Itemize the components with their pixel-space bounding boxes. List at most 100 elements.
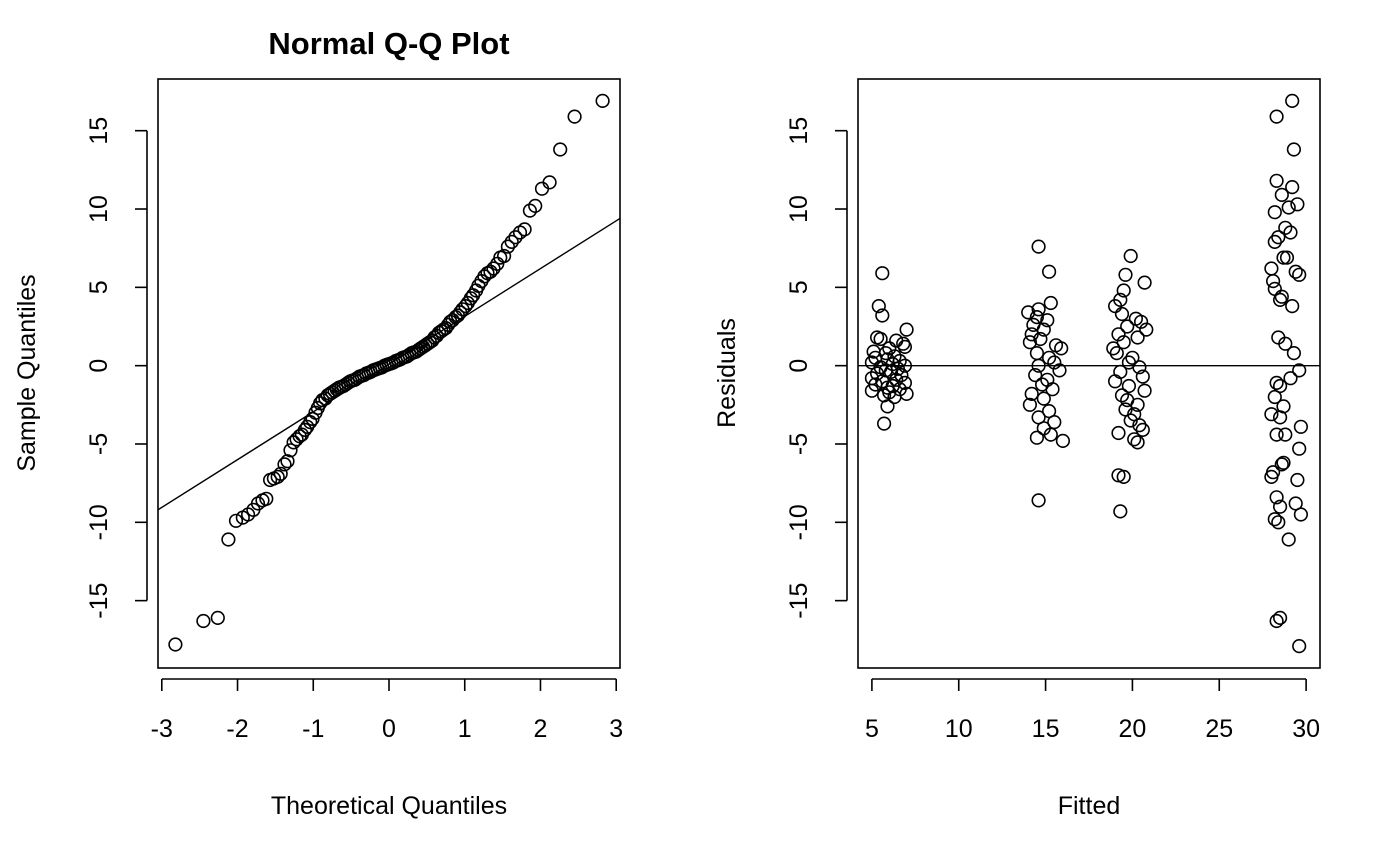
residuals-point	[1292, 638, 1307, 654]
qq-point	[277, 457, 292, 472]
residuals-point	[1269, 427, 1284, 442]
residuals-point	[1274, 457, 1289, 472]
residuals-y-tick-label: -15	[785, 583, 813, 619]
residuals-point	[1125, 350, 1140, 365]
qq-point	[270, 469, 285, 485]
residuals-point	[1293, 419, 1308, 434]
qq-x-tick-label: -1	[302, 715, 324, 743]
residuals-y-tick-label: 10	[785, 195, 813, 223]
residuals-point	[1271, 515, 1286, 530]
residuals-point	[1121, 378, 1136, 394]
qq-x-tick-label: -3	[151, 715, 173, 743]
residuals-point	[875, 266, 890, 281]
qq-point	[196, 613, 211, 629]
residuals-point	[1286, 346, 1301, 361]
residuals-point	[1274, 187, 1289, 202]
residuals-point	[1271, 230, 1286, 245]
residuals-point	[1022, 335, 1038, 350]
qq-x-tick-label: 3	[609, 715, 623, 743]
residuals-plot-panel: 5 10 15 20 25 30 -15 -10 -5 0 5 10 15 Fitted Residu…	[713, 78, 1321, 820]
residuals-point	[1120, 319, 1135, 334]
residuals-point	[1265, 274, 1281, 289]
qq-y-tick-label: 0	[85, 359, 113, 373]
residuals-point	[899, 322, 914, 337]
residuals-point	[1267, 512, 1282, 527]
residuals-y-tick-label: 0	[785, 359, 813, 373]
residuals-points	[864, 93, 1308, 654]
residuals-point	[1130, 397, 1145, 412]
qq-x-tick-label: 1	[458, 715, 472, 743]
residuals-point	[1031, 239, 1046, 254]
residuals-point	[1286, 142, 1301, 157]
residuals-x-tick-label: 15	[1032, 715, 1060, 743]
residuals-x-tick-label: 10	[945, 715, 973, 743]
residuals-point	[1111, 327, 1126, 342]
residuals-point	[1281, 200, 1296, 215]
qq-x-axis: -3 -2 -1 0 1 2 3	[151, 678, 623, 743]
residuals-point	[1272, 610, 1288, 626]
residuals-point	[1288, 264, 1303, 279]
qq-point	[210, 610, 225, 626]
residuals-point	[1133, 314, 1149, 329]
residuals-point	[1106, 341, 1121, 356]
residuals-point	[1116, 335, 1131, 350]
qq-point	[528, 198, 543, 213]
residuals-point	[1137, 275, 1152, 290]
residuals-point	[883, 364, 899, 380]
qq-plot-area	[157, 78, 621, 669]
residuals-point	[1283, 371, 1298, 386]
qq-points	[168, 93, 610, 652]
qq-x-tick-label: 0	[382, 715, 396, 743]
residuals-point	[864, 383, 880, 398]
residuals-point	[1107, 374, 1123, 389]
residuals-point	[1118, 267, 1133, 282]
residuals-point	[1031, 358, 1046, 373]
qq-point	[280, 454, 295, 469]
residuals-point	[887, 389, 902, 405]
qq-point	[168, 637, 183, 652]
residuals-point	[1052, 363, 1067, 378]
residuals-point	[1029, 310, 1044, 325]
residuals-point	[1113, 504, 1128, 519]
residuals-point	[1285, 299, 1300, 314]
residuals-point	[1116, 283, 1131, 298]
residuals-point	[1137, 383, 1152, 398]
residuals-point	[1043, 295, 1058, 311]
residuals-point	[1290, 472, 1305, 488]
qq-point	[273, 466, 288, 481]
residuals-point	[1292, 441, 1307, 456]
residuals-point	[1276, 250, 1291, 265]
residuals-point	[1292, 363, 1307, 378]
residuals-point	[1272, 499, 1288, 514]
qq-x-tick-label: -2	[226, 715, 248, 743]
residuals-x-axis: 5 10 15 20 25 30	[865, 678, 1320, 743]
residuals-point	[1031, 302, 1046, 317]
residuals-point	[1281, 532, 1296, 547]
residuals-point	[1290, 197, 1305, 212]
qq-y-tick-label: -5	[85, 433, 113, 455]
residuals-point	[1041, 264, 1057, 279]
residuals-point	[1054, 341, 1069, 356]
residuals-point	[1127, 432, 1142, 447]
residuals-point	[1022, 397, 1038, 412]
qq-y-tick-label: 10	[85, 195, 113, 223]
qq-y-tick-label: -10	[85, 504, 113, 540]
residuals-point	[1047, 355, 1062, 370]
residuals-point	[1043, 427, 1058, 442]
residuals-point	[1285, 93, 1300, 108]
residuals-y-tick-label: -10	[785, 504, 813, 540]
residuals-point	[1024, 327, 1039, 342]
residuals-point	[1264, 469, 1279, 485]
residuals-point	[1269, 375, 1284, 391]
qq-point	[297, 422, 313, 438]
residuals-point	[1293, 507, 1308, 522]
residuals-point	[1029, 430, 1044, 445]
residuals-point	[897, 358, 913, 373]
residuals-point	[1272, 410, 1288, 425]
residuals-point	[873, 331, 888, 347]
qq-point	[542, 175, 557, 190]
residuals-point	[1267, 205, 1282, 220]
residuals-point	[1024, 386, 1039, 402]
qq-point	[553, 142, 568, 157]
